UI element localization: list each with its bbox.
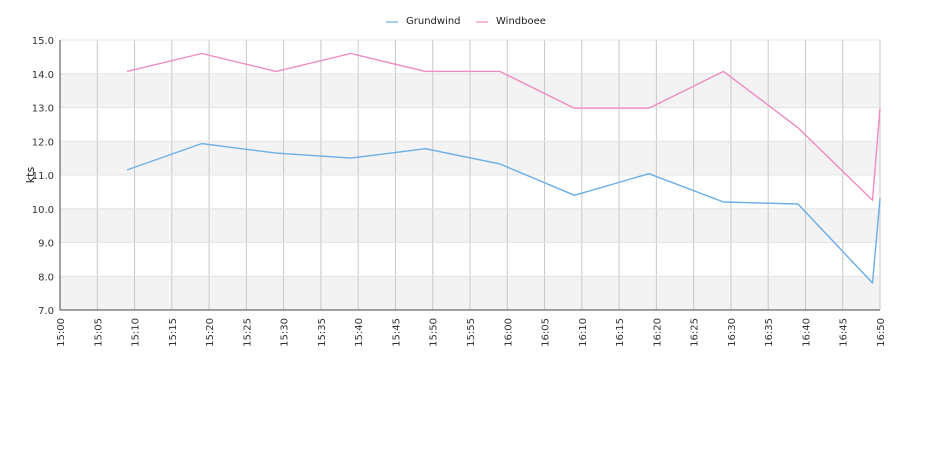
x-tick-label: 16:50 xyxy=(876,318,887,347)
x-tick-label: 15:25 xyxy=(242,318,253,347)
x-tick-label: 15:05 xyxy=(93,318,104,347)
x-tick-label: 15:30 xyxy=(280,318,291,347)
y-tick-label: 8.0 xyxy=(38,272,54,283)
x-tick-label: 16:45 xyxy=(839,318,850,347)
legend-item-grundwind[interactable]: Grundwind xyxy=(386,16,461,27)
series-line-grundwind xyxy=(126,142,881,284)
x-tick-label: 16:15 xyxy=(615,318,626,347)
y-tick-label: 7.0 xyxy=(38,306,54,317)
y-tick-label: 10.0 xyxy=(32,205,54,216)
legend[interactable]: Grundwind Windboee xyxy=(386,16,546,27)
x-tick-label: 16:40 xyxy=(801,318,812,347)
x-tick-label: 15:10 xyxy=(131,318,142,347)
x-tick-label: 15:00 xyxy=(56,318,67,347)
y-tick-label: 15.0 xyxy=(32,36,54,47)
x-tick-label: 16:05 xyxy=(541,318,552,347)
y-tick-label: 12.0 xyxy=(32,137,54,148)
x-axis-tick-labels: 15:00 15:05 15:10 15:15 15:20 15:25 15:30 15:35… xyxy=(56,318,887,347)
x-tick-label: 16:20 xyxy=(652,318,663,347)
x-tick-label: 16:30 xyxy=(727,318,738,347)
x-tick-label: 16:10 xyxy=(578,318,589,347)
y-tick-label: 9.0 xyxy=(38,239,54,250)
x-tick-label: 15:40 xyxy=(354,318,365,347)
y-axis-tick-labels: 7.0 8.0 9.0 10.0 11.0 12.0 13.0 14.0 15.0 xyxy=(32,36,54,317)
y-tick-label: 11.0 xyxy=(32,171,54,182)
y-axis-title: kts xyxy=(24,167,37,184)
x-tick-label: 15:15 xyxy=(168,318,179,347)
legend-label: Grundwind xyxy=(406,16,461,27)
y-tick-label: 13.0 xyxy=(32,104,54,115)
x-tick-label: 15:35 xyxy=(317,318,328,347)
x-tick-label: 16:35 xyxy=(764,318,775,347)
x-tick-label: 15:50 xyxy=(429,318,440,347)
axes xyxy=(59,40,880,311)
x-tick-label: 15:20 xyxy=(205,318,216,347)
x-tick-label: 15:55 xyxy=(466,318,477,347)
x-tick-label: 15:45 xyxy=(391,318,402,347)
y-tick-label: 14.0 xyxy=(32,70,54,81)
legend-label: Windboee xyxy=(496,16,546,27)
x-tick-label: 16:25 xyxy=(690,318,701,347)
series-lines xyxy=(126,52,881,284)
series-line-windboee xyxy=(126,52,881,202)
legend-item-windboee[interactable]: Windboee xyxy=(476,16,546,27)
x-tick-label: 16:00 xyxy=(503,318,514,347)
